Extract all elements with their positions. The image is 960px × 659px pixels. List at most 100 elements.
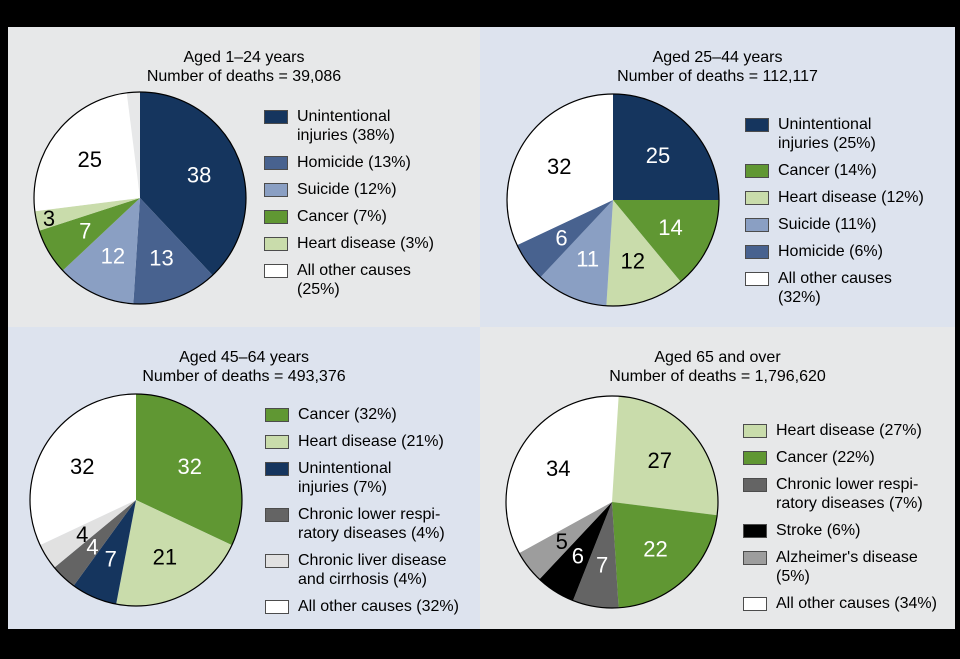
legend-item: Unintentional injuries (7%) [265,459,477,497]
legend-swatch [264,110,288,124]
pie-slice-value: 6 [555,225,567,250]
pie-slice-value: 4 [86,534,98,559]
panel-aged-45-64-years: Aged 45–64 years Number of deaths = 493,… [8,327,480,629]
legend-label: All other causes (32%) [298,598,459,615]
legend-item: Homicide (13%) [264,153,476,172]
pie-outline [505,395,719,609]
legend-item: Heart disease (27%) [743,421,955,440]
pie-slice-value: 7 [105,546,117,571]
pie-chart: 25 14 12 11 6 32 [503,90,723,310]
pie-slice [505,396,619,554]
pie-slice-value: 7 [79,218,91,243]
pie-slice [613,200,719,282]
legend-swatch [745,118,769,132]
pie-slice-value: 13 [149,246,173,271]
legend-swatch [265,462,289,476]
legend-item: Chronic lower respi- ratory diseases (7%… [743,475,955,513]
pie-slice-value: 25 [77,147,101,172]
pie-slice [613,94,719,200]
panel-subtitle-deaths: Number of deaths = 39,086 [146,68,342,85]
panel-aged-1-24-years: Aged 1–24 years Number of deaths = 39,08… [8,27,480,327]
panel-title: Aged 65 and over Number of deaths = 1,79… [480,348,955,386]
legend-swatch [265,554,289,568]
pie-slice [34,198,141,231]
pie-slice [140,92,246,276]
legend-swatch [745,164,769,178]
legend-label: Chronic lower respi- ratory diseases (7%… [776,476,923,512]
pie-slice [62,198,141,304]
pie-slice [133,198,213,304]
legend: Heart disease (27%) Cancer (22%) Chronic l… [743,421,955,613]
legend-item: Unintentional injuries (38%) [264,107,476,145]
legend-label: Alzheimer's disease (5%) [776,549,918,585]
legend-swatch [743,451,767,465]
pie-slice-value: 12 [620,248,644,273]
legend-swatch [743,524,767,538]
panel-title-age-group: Aged 25–44 years [652,49,783,66]
legend-item: Alzheimer's disease (5%) [743,548,955,586]
pie-chart: 27 22 7 6 5 34 [502,392,722,612]
pie-slice [73,500,136,605]
legend-swatch [264,183,288,197]
legend-swatch [265,435,289,449]
legend-swatch [743,478,767,492]
legend-label: Homicide (6%) [778,243,883,260]
panel-subtitle-deaths: Number of deaths = 112,117 [617,68,818,85]
legend-item: Heart disease (12%) [745,188,955,207]
pie-chart: 32 21 7 4 4 32 [26,390,246,610]
legend-label: Unintentional injuries (25%) [778,116,876,152]
legend-label: Cancer (32%) [298,406,397,423]
legend-swatch [745,191,769,205]
legend-item: Cancer (22%) [743,448,955,467]
panel-title-age-group: Aged 1–24 years [183,49,305,66]
legend-label: All other causes (25%) [297,262,411,298]
pie-slice-value: 32 [177,454,201,479]
pie-slice-value: 14 [658,215,682,240]
pie-slice [606,200,681,306]
legend-label: Stroke (6%) [776,522,861,539]
panel-title-age-group: Aged 65 and over [654,349,781,366]
legend-item: Cancer (32%) [265,405,477,424]
legend-item: Cancer (7%) [264,207,476,226]
legend-swatch [745,218,769,232]
legend-item: All other causes (32%) [745,269,955,307]
pie-slice [539,502,612,601]
pie-slice [519,502,612,580]
legend-item: Heart disease (21%) [265,432,477,451]
pie-slice [116,500,232,606]
pie-slice [54,500,136,586]
pie-slice [612,396,718,516]
legend-label: Chronic lower respi- ratory diseases (4%… [298,506,445,542]
legend-item: Heart disease (3%) [264,234,476,253]
legend: Unintentional injuries (38%) Homicide (13… [264,107,476,299]
pie-slice-value: 32 [70,454,94,479]
pie-slice [540,200,613,306]
pie-slice-value: 38 [187,163,211,188]
legend-swatch [743,597,767,611]
legend-swatch [264,210,288,224]
legend-label: Cancer (22%) [776,449,875,466]
legend-label: All other causes (34%) [776,595,937,612]
pie-slice-value: 4 [76,522,88,547]
legend-item: Cancer (14%) [745,161,955,180]
pie-slice [612,502,718,608]
legend-swatch [265,508,289,522]
legend-label: Cancer (14%) [778,162,877,179]
legend: Cancer (32%) Heart disease (21%) Unintenti… [265,405,477,616]
pie-slice [517,200,613,278]
pie-slice [507,94,613,246]
legend: Unintentional injuries (25%) Cancer (14%)… [745,115,955,307]
pie-slice [572,502,619,608]
pie-outline [33,91,247,305]
legend-swatch [745,245,769,259]
pie-outline [506,93,720,307]
panel-title: Aged 25–44 years Number of deaths = 112,… [480,48,955,86]
legend-label: Cancer (7%) [297,208,387,225]
panel-subtitle-deaths: Number of deaths = 1,796,620 [609,368,826,385]
pie-slice-value: 5 [556,529,568,554]
legend-label: Heart disease (21%) [298,433,444,450]
panel-title-age-group: Aged 45–64 years [179,349,309,366]
legend-swatch [265,408,289,422]
legend-item: Suicide (11%) [745,215,955,234]
legend-item: All other causes (25%) [264,261,476,299]
